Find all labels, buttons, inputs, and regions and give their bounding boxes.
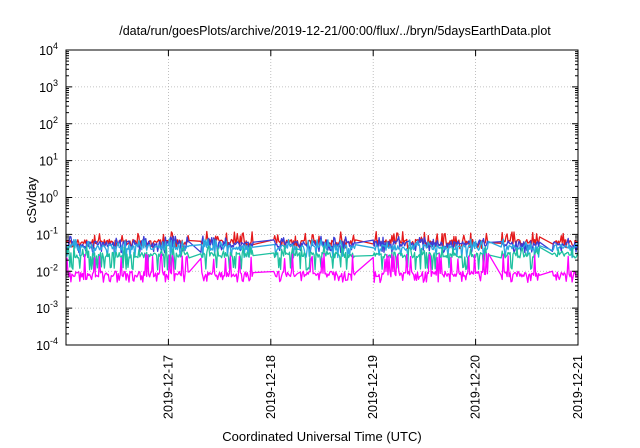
series-line (65, 238, 579, 259)
y-tick-label: 10-2 (36, 262, 58, 279)
series-group (65, 230, 579, 284)
y-tick-label: 10-1 (36, 225, 58, 242)
y-tick-label: 104 (39, 41, 58, 58)
chart-title: /data/run/goesPlots/archive/2019-12-21/0… (119, 24, 551, 38)
series-line (65, 244, 579, 271)
y-ticks: 10-4 10-3 10-2 10-1 100 101 102 103 104 (36, 41, 578, 353)
x-tick-label: 2019-12-17 (161, 355, 175, 419)
y-tick-label: 103 (39, 78, 58, 95)
x-axis-label: Coordinated Universal Time (UTC) (222, 429, 421, 444)
y-tick-label: 101 (39, 152, 58, 169)
y-tick-label: 10-4 (36, 336, 58, 353)
grid (66, 50, 578, 345)
x-tick-label: 2019-12-20 (469, 355, 483, 419)
y-tick-label: 102 (39, 115, 58, 132)
x-tick-label: 2019-12-21 (571, 355, 585, 419)
x-ticks: 2019-12-17 2019-12-18 2019-12-19 2019-12-20… (161, 50, 585, 419)
y-tick-label: 100 (39, 189, 58, 206)
x-tick-label: 2019-12-18 (264, 355, 278, 419)
series-line (65, 253, 579, 284)
y-axis-label: cSv/day (24, 176, 39, 223)
y-tick-label: 10-3 (36, 299, 58, 316)
x-tick-label: 2019-12-19 (366, 355, 380, 419)
